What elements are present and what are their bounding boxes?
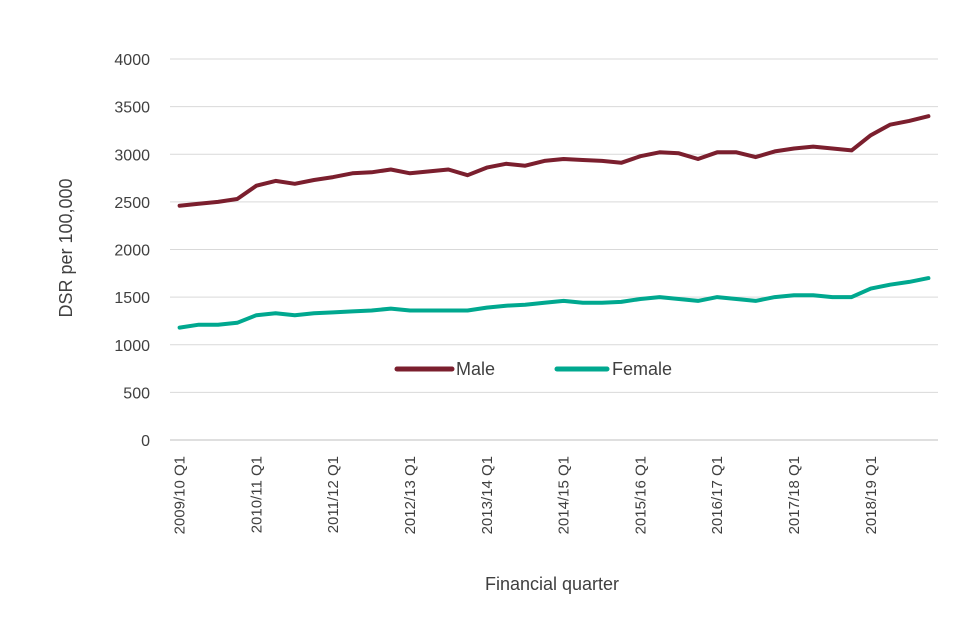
x-tick-label: 2012/13 Q1 bbox=[402, 456, 419, 534]
series-line-male bbox=[177, 114, 931, 208]
series-line-female bbox=[177, 276, 931, 330]
x-tick-label: 2009/10 Q1 bbox=[172, 456, 189, 534]
legend-label-male: Male bbox=[456, 359, 495, 379]
y-tick-label: 500 bbox=[123, 385, 150, 402]
y-tick-label: 0 bbox=[141, 433, 150, 450]
y-tick-label: 3000 bbox=[114, 147, 150, 164]
series-lines bbox=[177, 114, 931, 330]
y-tick-label: 2000 bbox=[114, 243, 150, 260]
y-tick-label: 1000 bbox=[114, 338, 150, 355]
x-tick-label: 2011/12 Q1 bbox=[325, 456, 342, 533]
x-tick-label: 2010/11 Q1 bbox=[248, 456, 265, 533]
x-tick-label: 2013/14 Q1 bbox=[479, 456, 496, 534]
x-axis-title: Financial quarter bbox=[485, 574, 619, 594]
x-tick-label: 2015/16 Q1 bbox=[632, 456, 649, 534]
y-axis-tick-labels: 0 500 1000 1500 2000 2500 3000 3500 4000 bbox=[114, 52, 150, 450]
x-axis-tick-labels: 2009/10 Q1 2010/11 Q1 2011/12 Q1 2012/13 Q1… bbox=[172, 456, 880, 534]
y-axis-title: DSR per 100,000 bbox=[56, 178, 76, 317]
x-tick-label: 2018/19 Q1 bbox=[863, 456, 880, 534]
gridlines bbox=[170, 58, 938, 393]
x-tick-label: 2017/18 Q1 bbox=[786, 456, 803, 534]
legend: Male Female bbox=[394, 359, 672, 379]
y-tick-label: 2500 bbox=[114, 195, 150, 212]
legend-label-female: Female bbox=[612, 359, 672, 379]
y-tick-label: 1500 bbox=[114, 290, 150, 307]
y-tick-label: 3500 bbox=[114, 100, 150, 117]
x-tick-label: 2014/15 Q1 bbox=[556, 456, 573, 534]
x-tick-label: 2016/17 Q1 bbox=[709, 456, 726, 534]
y-tick-label: 4000 bbox=[114, 52, 150, 69]
